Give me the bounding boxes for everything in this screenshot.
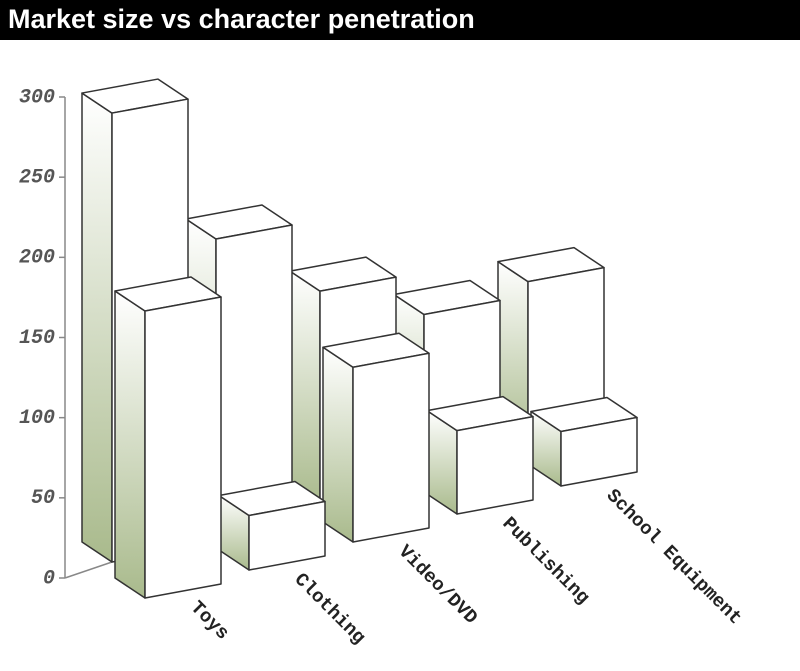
y-tick-label: 0 [43,567,55,590]
chart-title: Market size vs character penetration [8,4,475,34]
bar [426,395,534,515]
y-tick-label: 300 [19,86,55,109]
x-tick-label: Publishing [498,513,594,609]
y-tick-label: 50 [31,487,55,510]
x-tick-label: Toys [186,597,234,645]
y-tick-label: 150 [19,327,55,350]
bar [322,332,430,543]
bar-front [248,500,326,571]
bar-front [560,416,638,487]
bar [530,396,638,487]
x-tick-label: School Equipment [602,485,747,630]
bar-side [81,92,113,563]
y-tick-label: 250 [19,166,55,189]
x-tick-label: Video/DVD [394,541,482,629]
bar-front [352,352,430,543]
bar-front [456,415,534,515]
bar-side [322,346,354,543]
title-bar [0,0,800,40]
floor-line [64,561,113,579]
bar-side [114,290,146,599]
x-tick-label: Clothing [290,569,370,649]
bar-front [144,296,222,599]
bar [218,480,326,571]
y-tick-label: 200 [19,247,55,270]
y-tick-label: 100 [19,407,55,430]
bar [114,276,222,599]
bar-side [289,270,321,507]
